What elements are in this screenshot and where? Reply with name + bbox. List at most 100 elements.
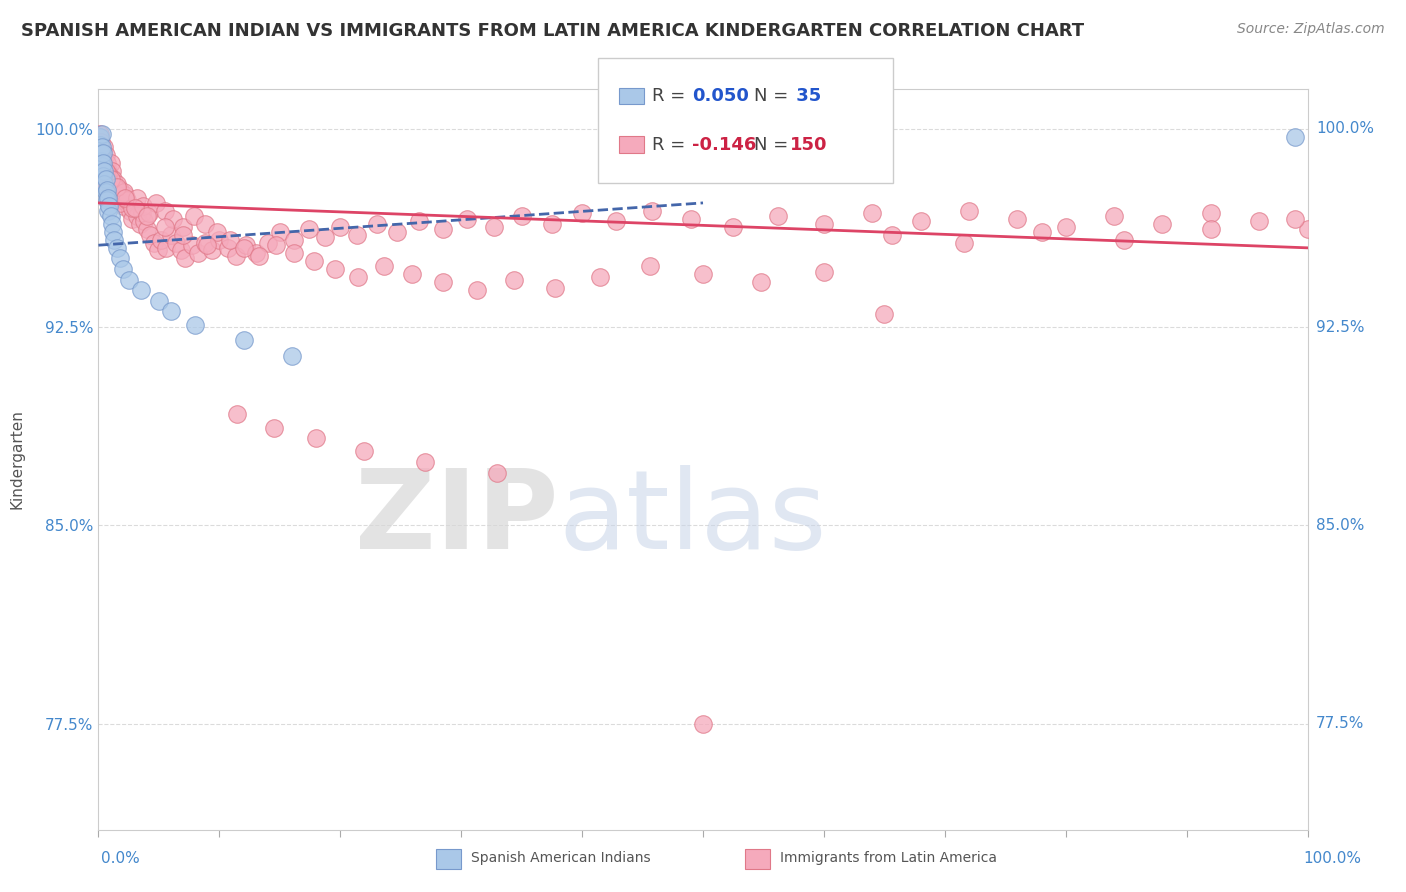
Y-axis label: Kindergarten: Kindergarten — [10, 409, 24, 509]
Point — [131, 206, 153, 220]
Point — [91, 156, 114, 170]
Point — [174, 252, 197, 266]
Point — [107, 188, 129, 202]
Point — [1296, 222, 1319, 236]
Point — [101, 191, 124, 205]
Point — [172, 219, 194, 234]
Point — [91, 151, 114, 165]
Point — [183, 209, 205, 223]
Point — [263, 420, 285, 434]
Point — [103, 233, 125, 247]
Point — [910, 214, 932, 228]
Point — [89, 137, 111, 152]
Point — [91, 159, 114, 173]
Point — [264, 238, 287, 252]
Point — [540, 217, 562, 231]
Point — [112, 186, 135, 200]
Point — [127, 191, 149, 205]
Point — [957, 203, 980, 218]
Point — [247, 249, 270, 263]
Point — [1249, 214, 1271, 228]
Point — [148, 293, 170, 308]
Text: Immigrants from Latin America: Immigrants from Latin America — [780, 851, 997, 865]
Point — [135, 209, 157, 223]
Point — [118, 272, 141, 286]
Point — [91, 140, 114, 154]
Point — [101, 172, 124, 186]
Point — [1112, 233, 1135, 247]
Text: 150: 150 — [790, 136, 828, 153]
Point — [105, 178, 128, 192]
Point — [96, 193, 118, 207]
Point — [97, 203, 120, 218]
Point — [94, 186, 117, 200]
Point — [571, 206, 593, 220]
Point — [89, 129, 111, 144]
Point — [208, 233, 231, 247]
Text: 35: 35 — [790, 87, 821, 105]
Point — [91, 164, 114, 178]
Point — [97, 164, 120, 178]
Point — [127, 209, 149, 223]
Point — [90, 145, 112, 160]
Text: 85.0%: 85.0% — [1316, 518, 1364, 533]
Point — [408, 214, 430, 228]
Point — [121, 211, 143, 226]
Text: R =: R = — [652, 136, 692, 153]
Point — [880, 227, 903, 242]
Point — [256, 235, 278, 250]
Point — [100, 209, 122, 223]
Point — [108, 252, 131, 266]
Point — [503, 272, 526, 286]
Point — [118, 203, 141, 218]
Point — [510, 209, 533, 223]
Point — [91, 153, 114, 168]
Point — [953, 235, 976, 250]
Point — [723, 219, 745, 234]
Point — [132, 198, 155, 212]
Point — [1054, 219, 1077, 234]
Point — [91, 169, 114, 184]
Point — [90, 153, 112, 168]
Point — [107, 186, 129, 200]
Point — [100, 156, 122, 170]
Point — [1152, 217, 1174, 231]
Point — [108, 193, 131, 207]
Text: 0.050: 0.050 — [692, 87, 748, 105]
Point — [232, 241, 254, 255]
Point — [766, 209, 789, 223]
Point — [91, 127, 114, 141]
Point — [111, 198, 134, 212]
Point — [385, 225, 408, 239]
Point — [605, 214, 627, 228]
Point — [486, 466, 509, 480]
Point — [232, 334, 254, 348]
Point — [96, 183, 118, 197]
Point — [90, 161, 112, 176]
Point — [226, 408, 249, 422]
Point — [121, 201, 143, 215]
Point — [124, 201, 146, 215]
Point — [124, 201, 146, 215]
Point — [298, 222, 321, 236]
Point — [692, 268, 714, 282]
Point — [1199, 222, 1222, 236]
Point — [98, 172, 121, 186]
Point — [100, 217, 122, 231]
Point — [104, 188, 127, 202]
Text: SPANISH AMERICAN INDIAN VS IMMIGRANTS FROM LATIN AMERICA KINDERGARTEN CORRELATIO: SPANISH AMERICAN INDIAN VS IMMIGRANTS FR… — [21, 22, 1084, 40]
Point — [456, 211, 478, 226]
Point — [97, 167, 120, 181]
Point — [105, 180, 128, 194]
Point — [97, 191, 120, 205]
Text: R =: R = — [652, 87, 692, 105]
Point — [117, 195, 139, 210]
Point — [813, 265, 835, 279]
Text: Spanish American Indians: Spanish American Indians — [471, 851, 651, 865]
Point — [482, 219, 505, 234]
Point — [432, 275, 454, 289]
Point — [347, 269, 370, 284]
Point — [873, 307, 896, 321]
Point — [94, 164, 117, 178]
Point — [283, 233, 305, 247]
